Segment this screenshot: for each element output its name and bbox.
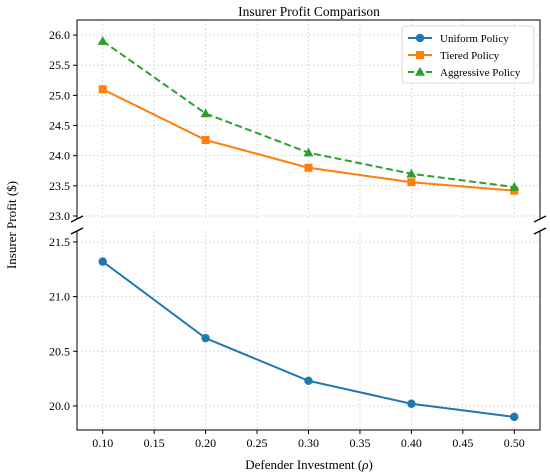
aggressive-policy-point — [509, 182, 520, 191]
y-tick-label: 20.0 — [49, 399, 70, 413]
legend-box — [401, 25, 535, 84]
aggressive-policy-point — [97, 36, 108, 45]
y-tick-label: 25.0 — [49, 88, 70, 102]
legend-aggressive-policy-marker — [415, 67, 425, 76]
uniform-policy-point — [407, 399, 416, 408]
x-tick-label: 0.35 — [349, 436, 370, 450]
bottom-panel: 20.0 20.5 21.0 21.5 0.10 0.15 0.20 0.25 0.30 0.3… — [49, 231, 541, 450]
legend-tiered-policy-marker — [416, 51, 424, 59]
y-tick-label: 25.5 — [49, 58, 70, 72]
chart-title: Insurer Profit Comparison — [238, 4, 380, 19]
x-tick-label: 0.30 — [298, 436, 319, 450]
x-tick-label: 0.15 — [144, 436, 165, 450]
x-axis-label: Defender Investment (ρ) — [245, 457, 373, 472]
aggressive-policy-point — [303, 147, 314, 157]
x-tick-label: 0.25 — [247, 436, 268, 450]
legend-aggressive-policy-label: Aggressive Policy — [440, 67, 521, 79]
x-tick-label: 0.40 — [401, 436, 422, 450]
uniform-policy-point — [98, 257, 107, 266]
y-tick-label: 24.5 — [49, 119, 70, 133]
tiered-policy-point — [201, 136, 210, 145]
y-tick-label: 23.0 — [49, 209, 70, 223]
aggressive-policy-point — [200, 108, 211, 118]
y-axis-label: Insurer Profit ($) — [4, 181, 19, 269]
axis-break-marks — [70, 215, 547, 235]
legend-uniform-policy-label: Uniform Policy — [440, 33, 509, 45]
legend: Uniform Policy Tiered Policy Aggressive Po… — [401, 25, 535, 84]
aggressive-policy-point — [406, 168, 417, 178]
tiered-policy-point — [304, 163, 313, 172]
tiered-policy-point — [98, 85, 107, 94]
x-tick-label: 0.50 — [504, 436, 525, 450]
axis-break-mark — [70, 227, 84, 235]
x-tick-label: 0.45 — [452, 436, 473, 450]
tiered-policy-point — [407, 178, 416, 187]
uniform-policy-point — [201, 333, 210, 343]
x-tick-label: 0.10 — [92, 436, 113, 450]
y-tick-label: 26.0 — [49, 28, 70, 42]
uniform-policy-point — [510, 412, 519, 422]
axis-break-mark — [533, 227, 547, 235]
uniform-policy-point — [304, 376, 313, 385]
y-tick-label: 21.0 — [49, 290, 70, 304]
y-tick-label: 24.0 — [49, 149, 70, 163]
axis-break-mark — [70, 215, 84, 223]
top-panel-frame — [76, 19, 541, 219]
y-tick-label: 21.5 — [49, 235, 70, 249]
x-tick-label: 0.20 — [195, 436, 216, 450]
y-tick-label: 20.5 — [49, 344, 70, 358]
y-tick-label: 23.5 — [49, 179, 70, 193]
legend-uniform-policy-marker — [415, 33, 425, 43]
legend-tiered-policy-label: Tiered Policy — [440, 50, 500, 62]
axis-break-mark — [533, 215, 547, 223]
